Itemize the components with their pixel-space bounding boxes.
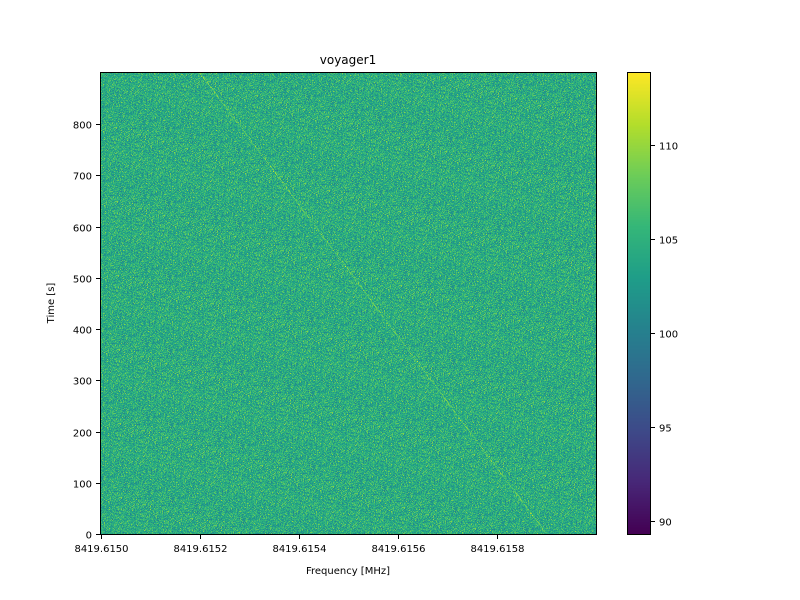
- y-tick-label: 600: [73, 224, 92, 235]
- colorbar-tick-label: 100: [659, 330, 678, 341]
- colorbar-axis: 90 95 100 105 110: [651, 142, 678, 529]
- x-tick-label: 8419.6154: [272, 544, 326, 555]
- x-tick-label: 8419.6150: [74, 544, 128, 555]
- y-tick-label: 0: [86, 531, 92, 542]
- colorbar-frame: [627, 72, 651, 535]
- colorbar-tick-label: 95: [659, 424, 672, 435]
- y-tick-label: 800: [73, 121, 92, 132]
- x-axis: 8419.6150 8419.6152 8419.6154 8419.6156 8419…: [74, 535, 525, 555]
- colorbar-tick-label: 105: [659, 236, 678, 247]
- y-tick-label: 400: [73, 326, 92, 337]
- y-axis-label: Time [s]: [46, 283, 57, 325]
- x-tick-label: 8419.6152: [173, 544, 227, 555]
- y-tick-label: 100: [73, 480, 92, 491]
- chart-title: voyager1: [320, 53, 376, 67]
- colorbar-tick-label: 90: [659, 518, 672, 529]
- y-tick-label: 200: [73, 429, 92, 440]
- y-axis: 0 100 200 300 400 500 600 700 800: [73, 121, 100, 542]
- colorbar-gradient: [628, 73, 650, 534]
- y-tick-label: 300: [73, 377, 92, 388]
- x-axis-label: Frequency [MHz]: [306, 566, 390, 577]
- plot-frame: [100, 72, 597, 535]
- y-tick-label: 700: [73, 172, 92, 183]
- spectrogram-image: [101, 73, 596, 534]
- colorbar-tick-label: 110: [659, 142, 678, 153]
- x-tick-label: 8419.6158: [470, 544, 524, 555]
- y-tick-label: 500: [73, 275, 92, 286]
- x-tick-label: 8419.6156: [371, 544, 425, 555]
